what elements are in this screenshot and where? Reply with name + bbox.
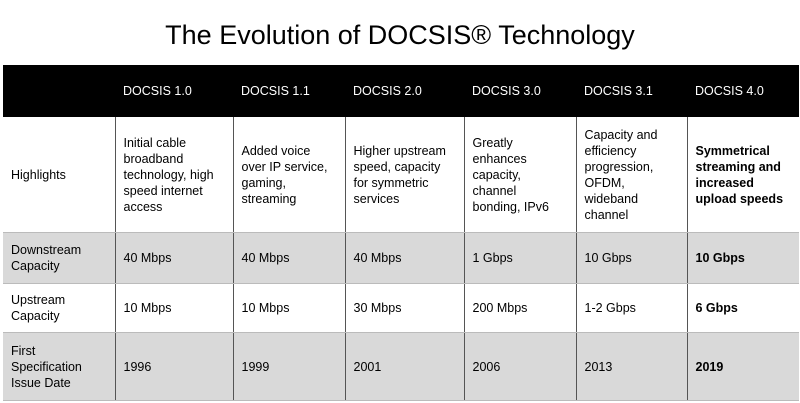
- table-cell: 10 Mbps: [232, 283, 345, 333]
- row-label: Upstream Capacity: [3, 283, 115, 333]
- header-row: DOCSIS 1.0 DOCSIS 1.1 DOCSIS 2.0 DOCSIS …: [3, 65, 799, 117]
- page-title: The Evolution of DOCSIS® Technology: [165, 20, 635, 50]
- table-cell: 200 Mbps: [463, 283, 576, 333]
- row-label: Downstream Capacity: [3, 232, 115, 284]
- table-cell-highlighted: Symmetrical streaming and increased uplo…: [686, 117, 799, 233]
- table-row-highlights: Highlights Initial cable broadband techn…: [3, 117, 799, 233]
- docsis-comparison-table: DOCSIS 1.0 DOCSIS 1.1 DOCSIS 2.0 DOCSIS …: [3, 65, 799, 401]
- table-cell: 30 Mbps: [344, 283, 464, 333]
- header-cell-docsis-1-1: DOCSIS 1.1: [233, 65, 345, 117]
- table-cell: 1999: [232, 332, 345, 401]
- table-cell: 1 Gbps: [463, 232, 576, 284]
- header-cell-empty: [3, 65, 115, 117]
- row-label: First Specification Issue Date: [3, 332, 115, 401]
- header-cell-docsis-3-1: DOCSIS 3.1: [576, 65, 687, 117]
- header-cell-docsis-4-0: DOCSIS 4.0: [687, 65, 799, 117]
- table-cell: 2013: [575, 332, 687, 401]
- table-cell: 1-2 Gbps: [575, 283, 687, 333]
- table-cell: 2006: [463, 332, 576, 401]
- header-cell-docsis-2-0: DOCSIS 2.0: [345, 65, 464, 117]
- row-label: Highlights: [3, 117, 115, 233]
- table-row-downstream: Downstream Capacity 40 Mbps 40 Mbps 40 M…: [3, 232, 799, 284]
- table-cell: Capacity and efficiency progression, OFD…: [575, 117, 687, 233]
- header-cell-docsis-3-0: DOCSIS 3.0: [464, 65, 576, 117]
- table-cell: Higher upstream speed, capacity for symm…: [344, 117, 464, 233]
- table-row-upstream: Upstream Capacity 10 Mbps 10 Mbps 30 Mbp…: [3, 283, 799, 333]
- header-cell-docsis-1-0: DOCSIS 1.0: [115, 65, 233, 117]
- table-cell: 40 Mbps: [114, 232, 233, 284]
- table-cell: Greatly enhances capacity, channel bondi…: [463, 117, 576, 233]
- table-cell: Initial cable broadband technology, high…: [114, 117, 233, 233]
- table-cell-highlighted: 6 Gbps: [686, 283, 799, 333]
- table-cell: 40 Mbps: [344, 232, 464, 284]
- table-row-issue-date: First Specification Issue Date 1996 1999…: [3, 332, 799, 401]
- table-cell: 40 Mbps: [232, 232, 345, 284]
- table-cell-highlighted: 10 Gbps: [686, 232, 799, 284]
- table-cell: 2001: [344, 332, 464, 401]
- table-cell: 1996: [114, 332, 233, 401]
- table-cell-highlighted: 2019: [686, 332, 799, 401]
- table-cell: 10 Mbps: [114, 283, 233, 333]
- table-cell: 10 Gbps: [575, 232, 687, 284]
- table-cell: Added voice over IP service, gaming, str…: [232, 117, 345, 233]
